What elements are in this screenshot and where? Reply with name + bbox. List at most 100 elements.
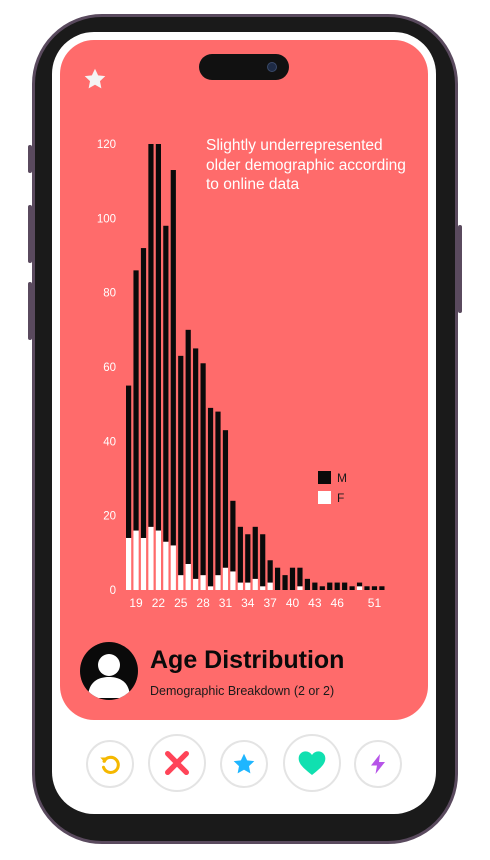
camera-icon: [267, 62, 277, 72]
bar-male-age-42: [304, 578, 310, 590]
bar-male-age-45: [327, 582, 333, 590]
bar-male-age-27: [193, 348, 199, 579]
bar-female-age-22: [155, 530, 161, 590]
x-tick-label: 46: [331, 596, 345, 610]
bar-male-age-43: [312, 582, 318, 590]
legend-label-m: M: [337, 471, 347, 485]
bar-male-age-30: [215, 411, 221, 576]
nope-button[interactable]: [148, 734, 206, 792]
bar-male-age-25: [178, 355, 184, 576]
x-tick-label: 43: [308, 596, 322, 610]
bar-female-age-25: [178, 575, 184, 590]
bar-male-age-44: [319, 586, 325, 590]
phone-volume-down-button: [28, 282, 32, 340]
bar-female-age-36: [260, 586, 266, 590]
rewind-button[interactable]: [86, 740, 134, 788]
super-like-button[interactable]: [220, 740, 268, 788]
bar-male-age-37: [267, 560, 273, 583]
bar-female-age-28: [200, 575, 206, 590]
x-tick-label: 51: [368, 596, 382, 610]
like-icon: [298, 751, 326, 775]
bar-male-age-23: [163, 225, 169, 542]
bar-female-age-27: [193, 578, 199, 590]
x-tick-label: 28: [196, 596, 210, 610]
x-tick-label: 37: [263, 596, 277, 610]
boost-button[interactable]: [354, 740, 402, 788]
action-bar: [52, 732, 436, 796]
bar-female-age-35: [252, 578, 258, 590]
legend-label-f: F: [337, 491, 344, 505]
y-tick-label: 0: [110, 585, 116, 597]
bar-male-age-18: [126, 385, 132, 538]
phone-power-button: [458, 225, 462, 313]
bar-male-age-29: [207, 407, 214, 587]
bar-male-age-26: [185, 329, 191, 564]
bar-male-age-32: [230, 500, 236, 572]
dynamic-island: [199, 54, 289, 80]
y-tick-label: 120: [97, 139, 116, 151]
bar-male-age-48: [349, 586, 355, 590]
bar-female-age-19: [133, 530, 139, 590]
bar-male-age-24: [170, 170, 176, 546]
bar-female-age-41: [297, 586, 303, 590]
super-like-icon: [233, 753, 255, 774]
like-button[interactable]: [283, 734, 341, 792]
bar-female-age-18: [126, 537, 132, 590]
y-tick-label: 60: [103, 362, 116, 374]
x-tick-label: 40: [286, 596, 300, 610]
bar-male-age-19: [133, 270, 139, 531]
rewind-icon: [100, 755, 120, 774]
age-distribution-chart: 0 20 40 60 80 100 120 19 22 25 28 31 34 37 40 43 46 51 MF: [97, 139, 385, 610]
bar-male-age-33: [237, 526, 243, 583]
legend-swatch-f: [318, 491, 331, 504]
bar-male-age-36: [260, 534, 266, 587]
bar-male-age-49: [356, 582, 363, 587]
x-tick-label: 22: [152, 596, 166, 610]
phone-volume-up-button: [28, 205, 32, 263]
y-tick-label: 100: [97, 213, 116, 225]
profile-card[interactable]: 0 20 40 60 80 100 120 19 22 25 28 31 34 37 40 43 46 51 M F …: [60, 40, 428, 720]
x-tick-label: 34: [241, 596, 255, 610]
y-tick-label: 80: [103, 288, 116, 300]
bar-male-age-40: [289, 567, 296, 590]
x-tick-label: 19: [129, 596, 143, 610]
bar-male-age-31: [222, 430, 229, 568]
bar-male-age-50: [364, 586, 370, 590]
phone-side-button: [28, 145, 32, 173]
y-tick-label: 20: [103, 511, 116, 523]
bar-male-age-46: [334, 582, 340, 590]
legend-swatch-m: [318, 471, 331, 484]
bar-male-age-34: [245, 534, 251, 583]
bar-female-age-21: [148, 526, 154, 590]
nope-icon: [165, 751, 189, 775]
bar-female-age-34: [245, 582, 251, 590]
bar-female-age-37: [267, 582, 273, 590]
bar-male-age-20: [140, 248, 147, 538]
avatar[interactable]: [80, 642, 138, 700]
x-tick-label: 31: [219, 596, 233, 610]
avatar-icon: [88, 654, 130, 698]
card-subtitle: Demographic Breakdown (2 or 2): [150, 684, 335, 698]
bar-female-age-24: [170, 545, 176, 590]
bar-male-age-41: [297, 567, 303, 587]
bar-female-age-23: [163, 541, 169, 590]
bar-male-age-39: [282, 575, 288, 590]
bar-male-age-21: [148, 144, 154, 527]
boost-icon: [371, 754, 385, 774]
chart-annotation: Slightly underrepresented older demograp…: [206, 137, 406, 193]
bar-male-age-47: [342, 582, 348, 590]
phone-screen: 0 20 40 60 80 100 120 19 22 25 28 31 34 37 40 43 46 51 M F …: [52, 32, 436, 814]
bar-female-age-49: [356, 586, 363, 590]
x-tick-label: 25: [174, 596, 188, 610]
bar-female-age-30: [215, 575, 221, 590]
bar-male-age-51: [371, 586, 378, 590]
bar-female-age-31: [222, 567, 229, 590]
bar-male-age-28: [200, 363, 206, 576]
bar-male-age-52: [379, 586, 385, 590]
card-title: Age Distribution: [150, 646, 345, 674]
bar-female-age-20: [140, 537, 147, 590]
bar-male-age-35: [252, 526, 258, 579]
star-icon[interactable]: [82, 66, 108, 92]
bar-female-age-29: [207, 586, 214, 590]
bar-female-age-26: [185, 563, 191, 590]
